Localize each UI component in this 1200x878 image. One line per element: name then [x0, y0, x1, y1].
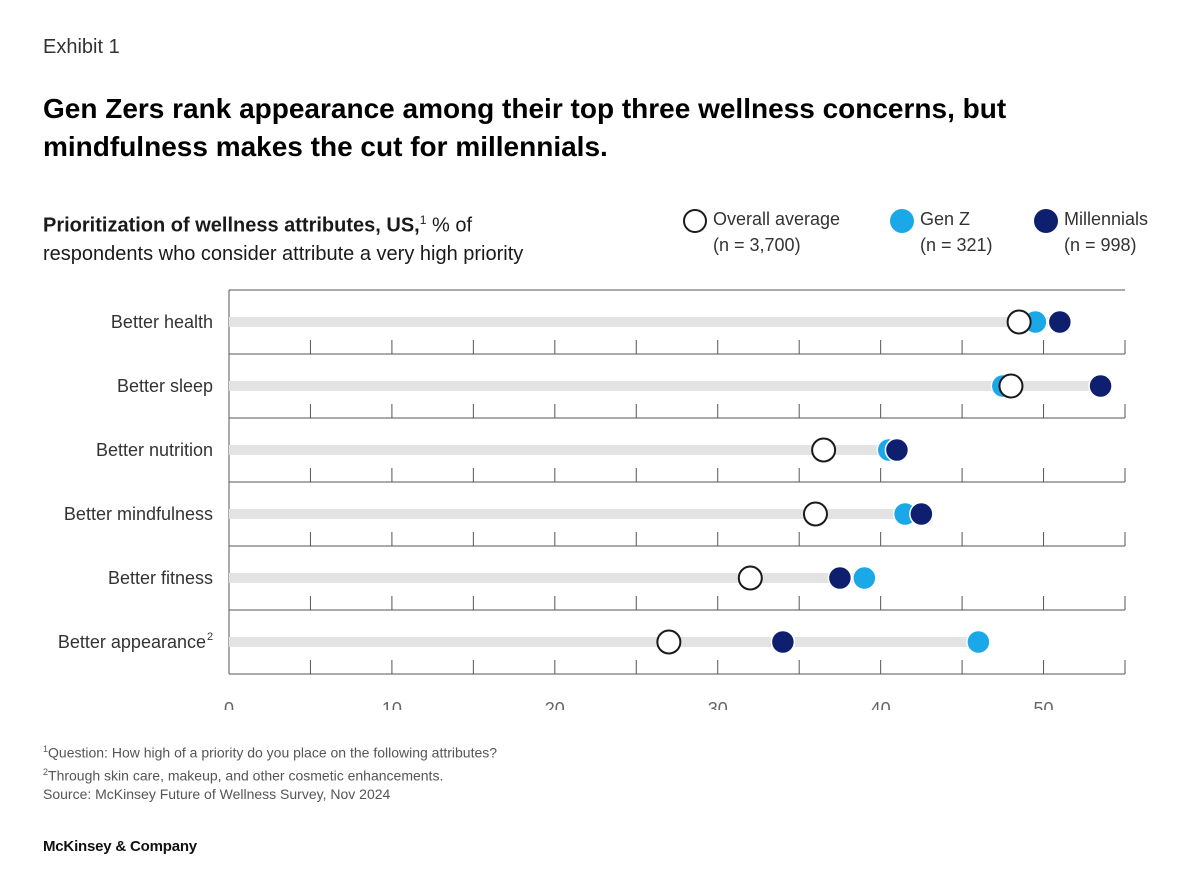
brand-logo-text: McKinsey & Company	[43, 838, 197, 855]
dot-plot-chart: Better health Better sleep Better nutritio…	[58, 289, 1126, 710]
category-label: Better appearance	[58, 632, 206, 652]
subtitle-bold: Prioritization of wellness attributes, U…	[43, 214, 420, 237]
legend-overall-average-n: (n = 3,700)	[713, 235, 801, 255]
chart-title: Gen Zers rank appearance among their top…	[43, 93, 1007, 162]
legend-millennials-marker	[1034, 209, 1058, 233]
footnote-2: 2Through skin care, makeup, and other co…	[43, 763, 497, 786]
dot-millennials	[909, 501, 934, 527]
x-tick-label: 30	[708, 699, 728, 710]
category-label: Better sleep	[117, 376, 213, 396]
category-label: Better fitness	[108, 568, 213, 588]
legend-millennials-n: (n = 998)	[1064, 235, 1137, 255]
footnote-1: 1Question: How high of a priority do you…	[43, 740, 497, 763]
legend-overall-average-marker	[683, 209, 707, 233]
subtitle-description: respondents who consider attribute a ver…	[43, 242, 524, 265]
x-tick-label: 40	[871, 699, 891, 710]
dot-millennials	[1088, 373, 1113, 399]
footnotes: 1Question: How high of a priority do you…	[43, 740, 497, 804]
chart-subtitle: Prioritization of wellness attributes, U…	[43, 206, 523, 268]
dot-overall-average	[811, 437, 837, 463]
dot-millennials	[770, 629, 796, 655]
track-bar	[229, 445, 897, 455]
legend-gen-z-marker	[890, 209, 914, 233]
dot-overall-average	[998, 373, 1024, 399]
dot-overall-average	[802, 501, 828, 527]
dot-millennials	[827, 565, 853, 591]
legend-overall-average-label: Overall average	[713, 209, 841, 229]
subtitle-footnote-marker: 1	[419, 213, 427, 227]
legend-gen-z-n: (n = 321)	[920, 235, 993, 255]
footnote-2-marker: 2	[43, 766, 49, 777]
x-tick-label: 0	[224, 699, 234, 710]
dot-overall-average	[656, 629, 682, 655]
footnote-2-text: Through skin care, makeup, and other cos…	[48, 767, 444, 784]
footnote-1-text: Question: How high of a priority do you …	[48, 744, 498, 761]
dot-millennials	[884, 437, 910, 463]
dot-gen-z	[852, 565, 877, 591]
dot-overall-average	[737, 565, 763, 591]
subtitle-unit: % of	[426, 214, 472, 237]
x-tick-label: 20	[545, 699, 565, 710]
track-bar	[229, 381, 1101, 391]
dot-overall-average	[1006, 309, 1032, 335]
x-tick-label: 50	[1034, 699, 1054, 710]
category-label: Better mindfulness	[64, 504, 213, 524]
dot-millennials	[1047, 309, 1073, 335]
track-bar	[229, 317, 1060, 327]
legend-gen-z-label: Gen Z	[920, 209, 971, 229]
x-tick-label: 10	[382, 699, 402, 710]
exhibit-label: Exhibit 1	[43, 36, 120, 58]
source-note: Source: McKinsey Future of Wellness Surv…	[43, 786, 391, 803]
category-footnote-marker: 2	[207, 631, 213, 643]
track-bar	[229, 509, 922, 519]
track-bar	[229, 573, 865, 583]
footnote-1-marker: 1	[43, 744, 49, 754]
category-label: Better nutrition	[96, 440, 213, 460]
legend-millennials-label: Millennials	[1064, 209, 1149, 229]
dot-gen-z	[966, 629, 991, 655]
category-label: Better health	[111, 312, 213, 332]
track-bar	[229, 637, 979, 647]
